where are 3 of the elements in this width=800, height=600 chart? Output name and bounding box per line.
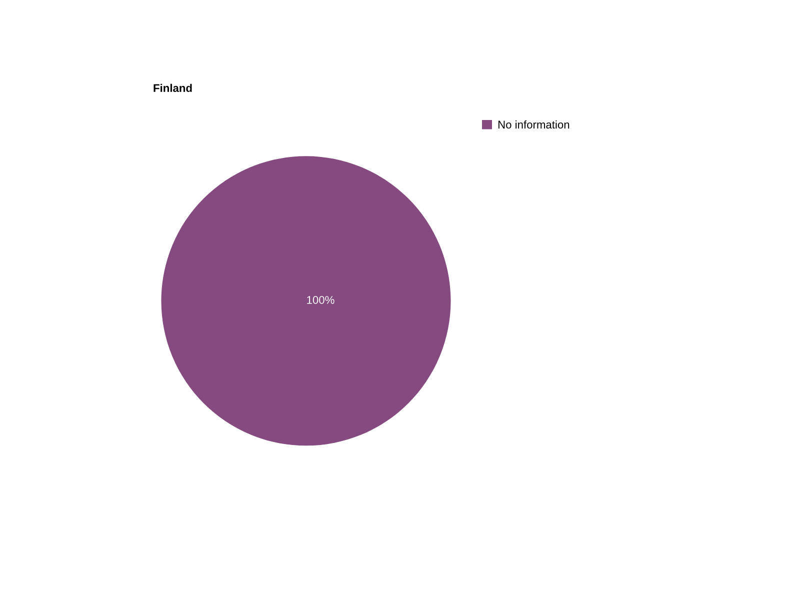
chart-title: Finland [154,84,192,92]
legend-label: No information [498,120,570,129]
data-label: 100% [307,296,334,304]
